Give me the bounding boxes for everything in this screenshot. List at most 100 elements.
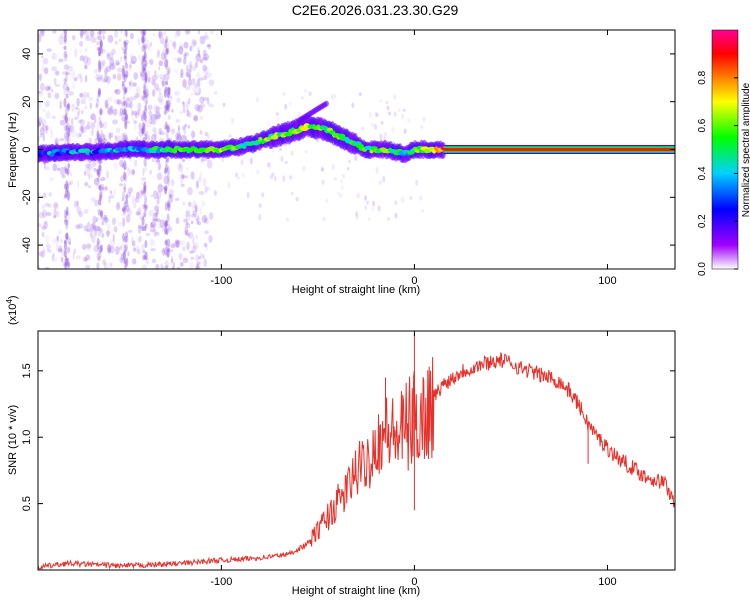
- spectrogram-streak-point: [123, 73, 127, 83]
- spectrogram-noise-point: [131, 110, 138, 116]
- spectrogram-noise-point: [177, 47, 183, 56]
- spectrogram-streak-point: [64, 219, 67, 225]
- spectrogram-noise-point: [63, 209, 68, 219]
- spectrogram-streak-point: [164, 249, 168, 256]
- spectrogram-streak-point: [63, 97, 67, 108]
- spectrogram-noise-point: [182, 102, 186, 109]
- spectrogram-noise-point: [86, 163, 93, 170]
- spectrogram-noise-point: [85, 166, 91, 176]
- spectrogram-noise-point: [184, 123, 187, 128]
- spectrogram-noise-point: [165, 254, 169, 259]
- spectrogram-noise-point: [132, 258, 137, 265]
- spectrogram-noise-point: [38, 90, 42, 94]
- spectrogram-ytick-label: 20: [21, 96, 33, 108]
- spectrogram-noise-point: [330, 94, 334, 100]
- spectrogram-noise-point: [123, 92, 126, 99]
- spectrogram-noise-point: [228, 134, 232, 138]
- spectrogram-noise-point: [79, 76, 83, 83]
- spectrogram-noise-point: [105, 103, 110, 110]
- spectrogram-noise-point: [171, 127, 175, 136]
- spectrogram-noise-point: [388, 111, 391, 116]
- spectrogram-streak-point: [122, 233, 125, 242]
- spectrogram-streak-point: [144, 204, 148, 210]
- spectrogram-noise-point: [379, 133, 383, 141]
- spectrogram-streak-point: [165, 239, 168, 246]
- spectrogram-noise-point: [325, 198, 329, 204]
- spectrogram-noise-point: [92, 224, 97, 230]
- spectrogram-noise-point: [67, 117, 71, 122]
- spectrogram-streak-point: [144, 71, 148, 81]
- spectrogram-noise-point: [66, 167, 70, 175]
- spectrogram-noise-point: [128, 79, 134, 87]
- spectrogram-streak-point: [64, 193, 67, 199]
- spectrogram-streak-point: [97, 90, 101, 98]
- spectrogram-noise-point: [85, 30, 89, 39]
- spectrogram-noise-point: [186, 71, 191, 78]
- spectrogram-noise-point: [202, 64, 208, 72]
- spectrogram-noise-point: [168, 201, 172, 205]
- spectrogram-noise-point: [111, 217, 117, 226]
- spectrogram-xlabel: Height of straight line (km): [292, 284, 420, 296]
- spectrogram-noise-point: [160, 249, 167, 254]
- spectrogram-noise-point: [151, 157, 156, 163]
- spectrogram-noise-point: [125, 30, 128, 39]
- spectrogram-streak-point: [164, 40, 168, 49]
- spectrogram-noise-point: [256, 97, 259, 103]
- spectrogram-noise-point: [156, 73, 160, 80]
- spectrogram-noise-point: [131, 195, 135, 204]
- spectrogram-ytick-label: 0: [21, 146, 33, 152]
- spectrogram-noise-point: [152, 126, 157, 133]
- spectrogram-streak-point: [121, 197, 125, 202]
- spectrogram-noise-point: [134, 93, 140, 99]
- spectrogram-noise-point: [163, 56, 167, 63]
- spectrogram-streak-point: [166, 47, 170, 55]
- spectrogram-noise-point: [187, 231, 194, 239]
- spectrogram-noise-point: [168, 189, 175, 197]
- spectrogram-noise-point: [391, 126, 395, 134]
- spectrogram-noise-point: [340, 179, 343, 184]
- spectrogram-ridge: [38, 100, 675, 164]
- spectrogram-noise-point: [93, 227, 98, 237]
- spectrogram-noise-point: [159, 76, 163, 84]
- spectrogram-noise-point: [68, 91, 74, 96]
- spectrogram-noise-point: [166, 91, 171, 99]
- spectrogram-noise-point: [206, 159, 213, 169]
- spectrogram-noise-point: [155, 231, 160, 236]
- spectrogram-streak-point: [167, 178, 171, 186]
- spectrogram-noise-point: [403, 128, 407, 134]
- spectrogram-streak-point: [140, 189, 144, 195]
- spectrogram-noise-point: [152, 212, 158, 222]
- spectrogram-streak-point: [121, 163, 125, 169]
- spectrogram-streak-point: [143, 77, 147, 87]
- spectrogram-noise-point: [84, 75, 88, 83]
- spectrogram-noise-point: [148, 226, 153, 231]
- spectrogram-noise-point: [176, 30, 181, 37]
- spectrogram-noise-point: [95, 97, 100, 107]
- spectrogram-scatter: [38, 30, 426, 269]
- spectrogram-noise-point: [158, 128, 163, 135]
- spectrogram-noise-point: [101, 186, 105, 191]
- spectrogram-noise-point: [76, 97, 80, 107]
- spectrogram-noise-point: [89, 102, 93, 110]
- spectrogram-noise-point: [180, 174, 184, 178]
- spectrogram-noise-point: [112, 233, 115, 243]
- spectrogram-noise-point: [86, 56, 92, 66]
- spectrogram-noise-point: [87, 121, 90, 125]
- spectrogram-streak-point: [97, 65, 101, 70]
- spectrogram-noise-point: [185, 30, 191, 35]
- spectrogram-noise-point: [74, 48, 78, 58]
- spectrogram-noise-point: [358, 92, 362, 96]
- spectrogram-noise-point: [169, 225, 173, 230]
- spectrogram-noise-point: [297, 112, 301, 118]
- spectrogram-streak-point: [98, 194, 102, 202]
- spectrogram-streak-point: [144, 60, 148, 67]
- spectrogram-streak-point: [123, 201, 127, 210]
- spectrogram-noise-point: [185, 221, 189, 226]
- spectrogram-noise-point: [40, 30, 45, 37]
- spectrogram-noise-point: [158, 60, 164, 67]
- spectrogram-noise-point: [114, 89, 118, 93]
- spectrogram-noise-point: [383, 131, 387, 138]
- spectrogram-streak-point: [167, 248, 171, 253]
- spectrogram-noise-point: [126, 191, 132, 198]
- spectrogram-noise-point: [103, 75, 109, 83]
